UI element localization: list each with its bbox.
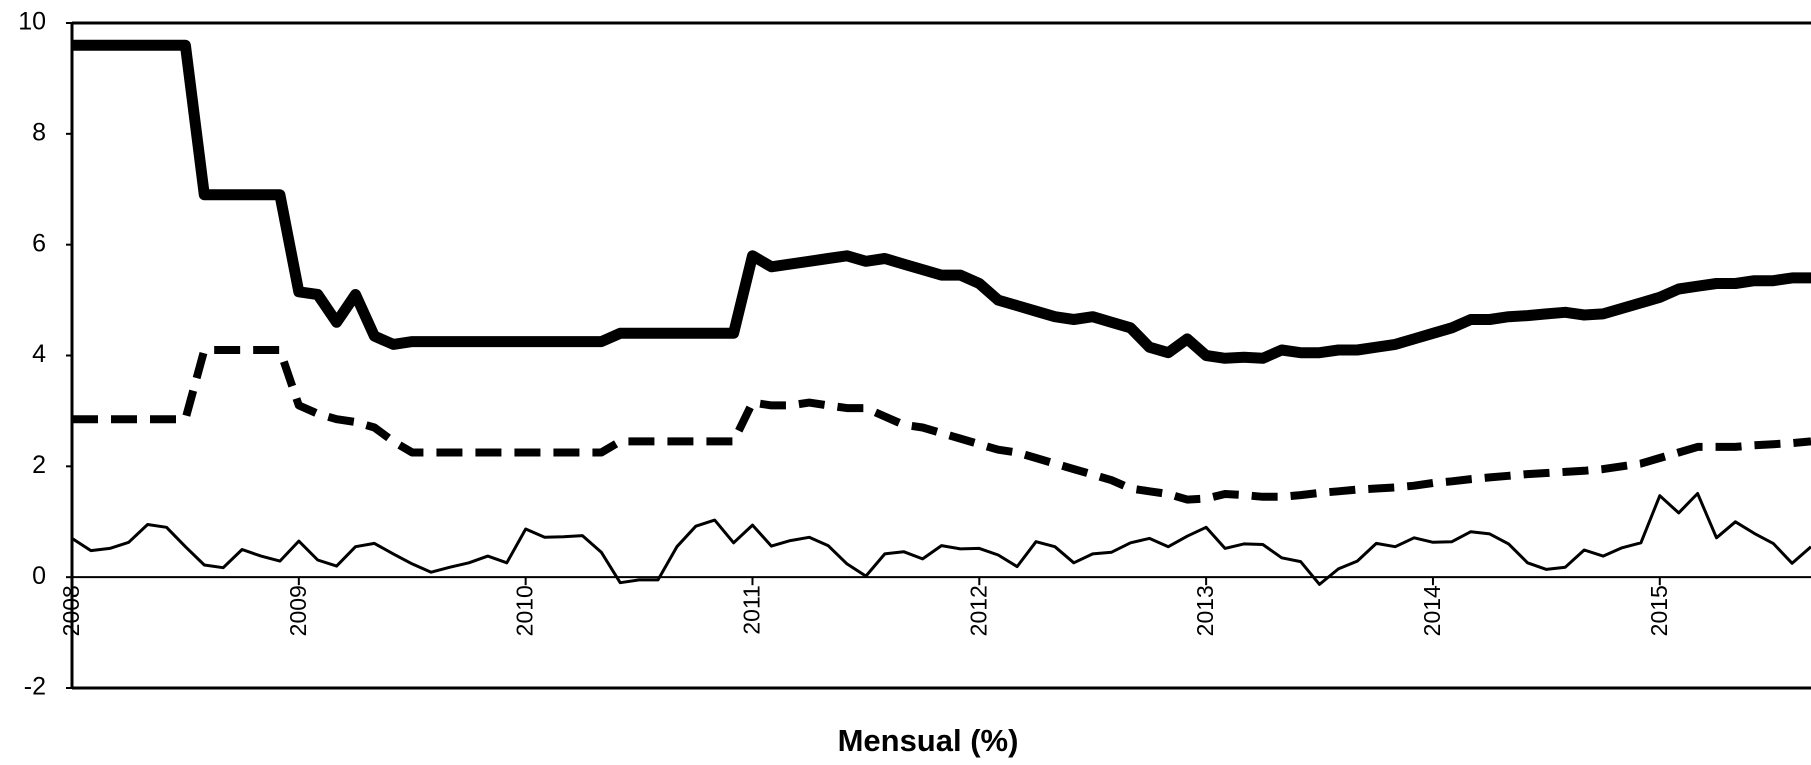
y-tick-label: 8	[32, 118, 46, 146]
x-tick-label: 2011	[739, 585, 765, 634]
series-line	[71, 492, 1811, 586]
series-line	[72, 39, 1811, 364]
y-tick-label: 10	[18, 8, 46, 36]
x-tick-label: 2014	[1419, 585, 1445, 636]
x-tick-label: 2015	[1646, 585, 1672, 636]
y-tick-label: -2	[24, 673, 46, 701]
y-tick-label: 6	[32, 229, 46, 257]
series-line	[72, 346, 1811, 504]
y-tick-label: 4	[32, 340, 46, 368]
x-tick-label: 2013	[1192, 585, 1218, 636]
x-axis-title: Mensual (%)	[838, 723, 1019, 758]
x-tick-label: 2009	[285, 585, 311, 636]
y-tick-label: 2	[32, 451, 46, 479]
x-tick-label: 2012	[965, 585, 991, 636]
x-tick-label: 2010	[512, 585, 538, 636]
y-tick-label: 0	[32, 562, 46, 590]
x-tick-label: 2008	[58, 585, 84, 636]
